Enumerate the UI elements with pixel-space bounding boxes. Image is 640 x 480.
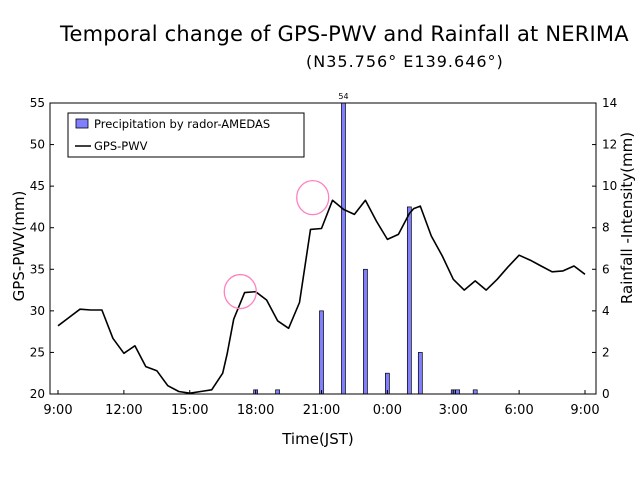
y-right-tick-label: 10 xyxy=(602,179,617,193)
rainfall-bar xyxy=(319,310,324,395)
y-left-tick-label: 30 xyxy=(30,304,45,318)
y-left-tick-label: 40 xyxy=(30,221,45,235)
x-tick-label: 0:00 xyxy=(373,403,402,418)
y-axis-label-right: Rainfall -Intensity(mm) xyxy=(618,132,636,304)
x-tick-label: 9:00 xyxy=(43,403,72,418)
x-tick-label: 6:00 xyxy=(505,403,534,418)
rainfall-bar xyxy=(406,206,412,395)
y-left-tick-label: 35 xyxy=(30,262,45,276)
y-left-tick-label: 50 xyxy=(30,138,45,152)
legend-swatch-rainfall xyxy=(75,118,89,129)
y-right-tick-label: 14 xyxy=(602,96,617,110)
rainfall-bar xyxy=(455,389,460,395)
x-tick-label: 18:00 xyxy=(237,403,274,418)
rainfall-bar xyxy=(417,352,423,395)
rainfall-bar xyxy=(363,268,368,395)
rainfall-bar-label: 54 xyxy=(338,92,348,101)
legend: Precipitation by rador-AMEDAS GPS-PWV xyxy=(67,112,305,158)
plot-frame xyxy=(49,102,597,395)
y-right-tick-label: 4 xyxy=(602,304,610,318)
legend-label-pwv: GPS-PWV xyxy=(94,139,148,153)
highlight-circle xyxy=(223,273,257,310)
y-left-tick-label: 55 xyxy=(30,96,45,110)
y-axis-label-left: GPS-PWV(mm) xyxy=(10,191,28,302)
rainfall-bar xyxy=(275,389,280,395)
rainfall-bar xyxy=(472,389,478,395)
y-right-tick-label: 8 xyxy=(602,221,610,235)
chart-title: Temporal change of GPS-PWV and Rainfall … xyxy=(60,22,629,46)
x-tick-label: 15:00 xyxy=(171,403,208,418)
x-tick-label: 3:00 xyxy=(439,403,468,418)
y-left-tick-label: 25 xyxy=(30,345,45,359)
x-tick-label: 9:00 xyxy=(570,403,599,418)
y-right-tick-label: 12 xyxy=(602,138,617,152)
y-left-tick-label: 45 xyxy=(30,179,45,193)
pwv-series-line xyxy=(57,199,586,395)
x-tick-label: 12:00 xyxy=(105,403,142,418)
x-axis-label: Time(JST) xyxy=(281,430,354,448)
rainfall-bar xyxy=(341,102,346,395)
x-tick-label: 21:00 xyxy=(303,403,340,418)
chart-subtitle: (N35.756° E139.646°) xyxy=(306,52,504,71)
y-right-tick-label: 6 xyxy=(602,262,610,276)
y-right-tick-label: 2 xyxy=(602,345,610,359)
legend-box xyxy=(67,112,305,158)
legend-label-rainfall: Precipitation by rador-AMEDAS xyxy=(94,117,270,131)
y-left-tick-label: 20 xyxy=(30,387,45,401)
y-right-tick-label: 0 xyxy=(602,387,610,401)
highlight-circle xyxy=(296,179,330,216)
